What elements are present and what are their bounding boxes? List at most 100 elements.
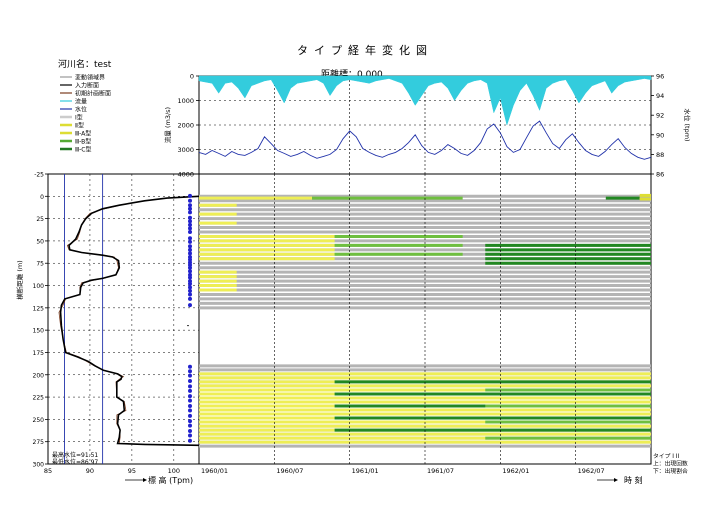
measurement-dot xyxy=(188,269,192,274)
time-tick-label: 1962/07 xyxy=(578,467,605,475)
time-tick-label: 1960/07 xyxy=(276,467,303,475)
legend-label: Ⅲ-C型 xyxy=(75,146,92,154)
elevation-arrow-head xyxy=(143,478,147,482)
measurement-dot xyxy=(188,210,192,215)
legend-label: I型 xyxy=(75,114,83,122)
time-tick-label: 1960/01 xyxy=(201,467,228,475)
measurement-dot xyxy=(188,275,192,280)
measurement-dot xyxy=(188,364,192,369)
cross-section-y-tick-label: 25 xyxy=(36,216,44,223)
cross-section-y-tick-label: -25 xyxy=(34,172,44,179)
flow-axis-tick-label: 0 xyxy=(190,73,194,81)
measurement-dot xyxy=(188,433,192,438)
measurement-dot xyxy=(188,226,192,231)
level-axis-tick-label: 88 xyxy=(656,151,664,159)
legend-label: 入力断面 xyxy=(75,82,99,90)
measurement-dot xyxy=(188,394,192,399)
cross-section-y-tick-label: 250 xyxy=(33,417,45,424)
distance-marker-label: 距離標：0.000 xyxy=(321,70,383,80)
cross-section-y-tick-label: 300 xyxy=(33,462,45,469)
elevation-axis-caption: 標 高 (Tpm) xyxy=(148,475,193,485)
cross-section-frame xyxy=(47,173,200,465)
river-name-label: 河川名：test xyxy=(58,60,112,70)
flow-axis-tick-label: 2000 xyxy=(177,122,194,130)
cross-section-y-tick-label: 275 xyxy=(33,439,45,446)
measurement-dot xyxy=(188,408,192,413)
measurement-dot xyxy=(188,384,192,389)
cross-section-x-tick-label: 85 xyxy=(44,467,52,475)
cross-section-y-tick-label: 0 xyxy=(40,194,44,201)
measurement-dot xyxy=(188,373,192,378)
measurement-dot xyxy=(188,198,192,203)
cross-section-y-tick-label: 125 xyxy=(33,305,45,312)
measurement-dot xyxy=(188,292,192,297)
measurement-dot xyxy=(188,428,192,433)
cross-section-x-tick-label: 90 xyxy=(86,467,94,475)
measurement-dot xyxy=(188,423,192,428)
measurement-dot xyxy=(188,244,192,249)
flow-axis-tick-label: 1000 xyxy=(177,97,194,105)
measurement-dot xyxy=(188,379,192,384)
level-axis-tick-label: 94 xyxy=(656,92,664,100)
min-water-level-label: 最低水位=86.97 xyxy=(52,458,98,466)
cross-section-y-axis-label: 横断距離 (m) xyxy=(15,260,24,299)
cross-section-x-tick-label: 100 xyxy=(168,467,180,475)
measurement-dot xyxy=(188,388,192,393)
cross-section-y-tick-label: 175 xyxy=(33,350,45,357)
measurement-dot xyxy=(188,419,192,424)
measurement-dot xyxy=(188,215,192,220)
measurement-dot xyxy=(188,236,192,241)
cross-section-y-tick-label: 200 xyxy=(33,372,45,379)
level-axis-tick-label: 90 xyxy=(656,131,664,139)
measurement-dot xyxy=(188,219,192,224)
measurement-dot xyxy=(188,239,192,244)
time-tick-label: 1961/01 xyxy=(352,467,379,475)
measurement-dot xyxy=(188,247,192,252)
level-axis-tick-label: 86 xyxy=(656,171,664,179)
measurement-dot xyxy=(188,303,192,308)
legend-label: 流量 xyxy=(75,98,87,106)
measurement-dot xyxy=(188,404,192,408)
water-level-series-line xyxy=(198,120,652,160)
flow-axis-label: 流量 (m3/s) xyxy=(163,107,172,143)
cross-section-y-tick-label: 100 xyxy=(33,283,45,290)
legend-label: Ⅲ-A型 xyxy=(75,130,91,138)
measurement-dot xyxy=(188,251,192,256)
cross-section-y-tick-label: 75 xyxy=(36,261,44,268)
input-profile-line xyxy=(59,195,200,447)
type-band-panel: 1960/01 1960/07 1961/01 1961/07 1962/01 1962/… xyxy=(198,173,688,475)
measurement-dot xyxy=(188,296,192,301)
max-water-level-label: 最高水位=91.51 xyxy=(52,451,98,459)
band-legend-text: タイプ I II xyxy=(653,452,679,460)
chart-title: タイプ経年変化図 xyxy=(297,44,433,57)
measurement-dot xyxy=(188,369,192,374)
measurement-dot xyxy=(188,193,192,198)
measurement-dot xyxy=(188,413,192,418)
measurement-dot xyxy=(188,206,192,211)
time-arrow-head xyxy=(614,478,618,482)
measurement-dot xyxy=(188,438,192,443)
time-axis-caption: 時 刻 xyxy=(624,475,643,485)
initial-profile-line xyxy=(58,195,199,446)
measurement-dot xyxy=(188,288,192,293)
level-axis-tick-label: 92 xyxy=(656,112,664,120)
measurement-dot xyxy=(188,203,192,208)
level-axis-label: 水位 (tpm) xyxy=(683,108,692,141)
band-legend-text: 上：出現回数 xyxy=(653,460,688,468)
measurement-dot xyxy=(188,222,192,227)
measurement-dot xyxy=(188,281,192,286)
flow-axis-tick-label: 3000 xyxy=(177,146,194,154)
time-tick-label: 1961/07 xyxy=(427,467,454,475)
measurement-dot xyxy=(188,265,192,270)
cross-section-y-tick-label: 150 xyxy=(33,328,45,335)
cross-section-y-tick-label: 50 xyxy=(36,238,44,245)
legend-label: Ⅱ型 xyxy=(75,122,84,130)
measurement-dot xyxy=(188,285,192,290)
measurement-dot xyxy=(188,230,192,234)
legend-label: 初期計画断面 xyxy=(75,90,111,98)
flow-series-area xyxy=(198,75,652,126)
